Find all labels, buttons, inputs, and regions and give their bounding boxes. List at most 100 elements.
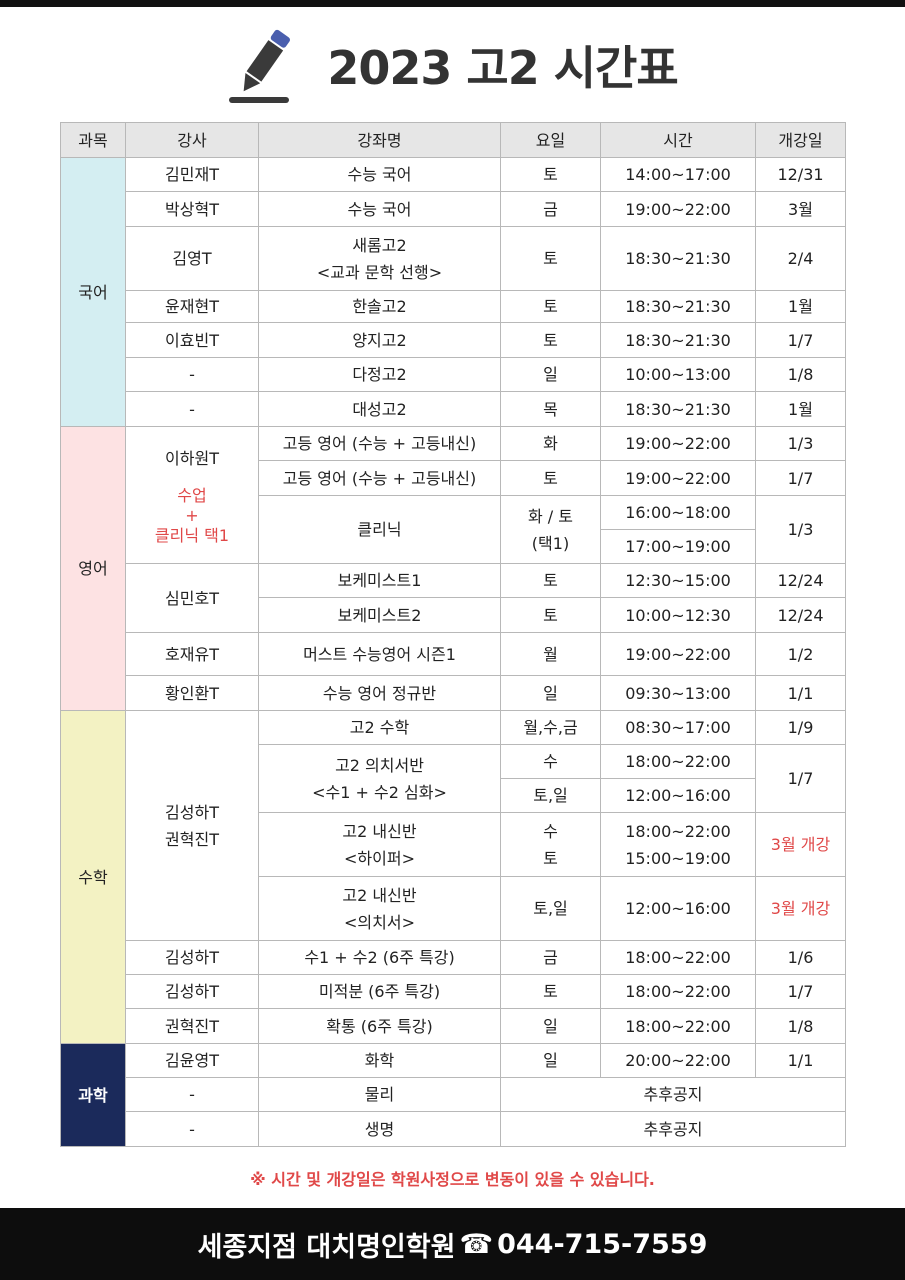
- cell-day: 토,일: [500, 778, 601, 813]
- cell-time: 17:00~19:00: [600, 529, 756, 564]
- cell-day: 토: [500, 157, 601, 192]
- cell-course: 수1 + 수2 (6주 특강): [258, 940, 501, 975]
- cell-start: 3월: [755, 191, 846, 227]
- cell-course: 확통 (6주 특강): [258, 1008, 501, 1044]
- cell-time: 08:30~17:00: [600, 710, 756, 745]
- pencil-icon: [229, 29, 291, 103]
- cell-time: 12:00~16:00: [600, 876, 756, 941]
- cell-teacher: 김민재T: [125, 157, 259, 192]
- subject-sci: 과학: [60, 1043, 126, 1147]
- table-row: - 생명 추후공지: [61, 1111, 846, 1147]
- table-row: 심민호T 보케미스트1 토 12:30~15:00 12/24: [61, 563, 846, 633]
- cell-teacher: 박상혁T: [125, 191, 259, 227]
- cell-day: 월: [500, 632, 601, 676]
- cell-time: 18:00~22:00: [600, 1008, 756, 1044]
- cell-time: 18:30~21:30: [600, 322, 756, 358]
- cell-day: 수: [500, 744, 601, 779]
- cell-day: 목: [500, 391, 601, 427]
- cell-time: 18:00~22:00: [600, 940, 756, 975]
- cell-course: 미적분 (6주 특강): [258, 974, 501, 1009]
- cell-day: 일: [500, 675, 601, 711]
- cell-course: 수능 영어 정규반: [258, 675, 501, 711]
- cell-time: 16:00~18:00: [600, 495, 756, 530]
- table-header-row: 과목 강사 강좌명 요일 시간 개강일: [60, 122, 846, 158]
- cell-start: 1/6: [755, 940, 846, 975]
- header-teacher: 강사: [125, 122, 259, 158]
- cell-teacher: 윤재현T: [125, 290, 259, 323]
- cell-day: 토: [500, 597, 601, 633]
- subject-math: 수학: [60, 710, 126, 1044]
- cell-course: 고2 수학: [258, 710, 501, 745]
- cell-start: 1/1: [755, 1043, 846, 1078]
- cell-course: 대성고2: [258, 391, 501, 427]
- cell-start: 12/24: [755, 597, 846, 633]
- cell-teacher: 호재유T: [125, 632, 259, 676]
- footer: 세종지점 대치명인학원 ☎ 044-715-7559: [0, 1208, 905, 1280]
- cell-day: 토: [500, 290, 601, 323]
- cell-day: 토: [500, 322, 601, 358]
- cell-teacher: 이하원T 수업 + 클리닉 택1: [125, 426, 259, 564]
- cell-time: 10:00~13:00: [600, 357, 756, 392]
- page-title: 2023 고2 시간표: [327, 41, 678, 95]
- cell-course: 보케미스트2: [258, 597, 501, 633]
- cell-day: 토: [500, 974, 601, 1009]
- cell-time: 12:30~15:00: [600, 563, 756, 598]
- cell-day: 화 / 토 (택1): [500, 495, 601, 564]
- cell-start: 12/24: [755, 563, 846, 598]
- cell-time: 18:00~22:00: [600, 974, 756, 1009]
- header-time: 시간: [600, 122, 756, 158]
- cell-time: 18:30~21:30: [600, 226, 756, 291]
- cell-start: 1/3: [755, 426, 846, 461]
- cell-day: 금: [500, 191, 601, 227]
- cell-teacher: -: [125, 1077, 259, 1112]
- header-subject: 과목: [60, 122, 126, 158]
- telephone-icon: ☎: [459, 1228, 494, 1260]
- subject-eng: 영어: [60, 426, 126, 711]
- table-row: 고등 영어 (수능 + 고등내신) 토 19:00~22:00 1/7: [61, 460, 846, 496]
- cell-time: 19:00~22:00: [600, 191, 756, 227]
- table-row: 고2 내신반 <하이퍼> 수 토 18:00~22:00 15:00~19:00 3월…: [61, 812, 846, 877]
- cell-course: 고등 영어 (수능 + 고등내신): [258, 426, 501, 461]
- cell-teacher: -: [125, 391, 259, 427]
- cell-teacher: 김성하T 권혁진T: [125, 710, 259, 941]
- header-day: 요일: [500, 122, 601, 158]
- table-row: 과학 김윤영T 화학 일 20:00~22:00 1/1: [60, 1043, 846, 1147]
- cell-teacher: 김성하T: [125, 974, 259, 1009]
- cell-start: 2/4: [755, 226, 846, 291]
- cell-course: 생명: [258, 1111, 501, 1147]
- table-row: 김영T 새롬고2 <교과 문학 선행> 토 18:30~21:30 2/4: [61, 226, 846, 291]
- cell-tbd: 추후공지: [500, 1077, 846, 1112]
- teacher-name: 이하원T: [165, 448, 219, 468]
- cell-start: 3월 개강: [755, 812, 846, 877]
- cell-teacher: 황인환T: [125, 675, 259, 711]
- cell-time: 10:00~12:30: [600, 597, 756, 633]
- cell-day: 일: [500, 1008, 601, 1044]
- cell-day: 일: [500, 357, 601, 392]
- cell-start: 1월: [755, 391, 846, 427]
- cell-course: 물리: [258, 1077, 501, 1112]
- header-course: 강좌명: [258, 122, 501, 158]
- cell-day: 일: [500, 1043, 601, 1078]
- phone-number: 044-715-7559: [497, 1228, 708, 1260]
- table-row: 영어 이하원T 수업 + 클리닉 택1 고등 영어 (수능 + 고등내신) 화 19:00…: [60, 426, 846, 711]
- cell-course: 보케미스트1: [258, 563, 501, 598]
- table-row: 보케미스트2 토 10:00~12:30 12/24: [61, 597, 846, 633]
- cell-time: 12:00~16:00: [600, 778, 756, 813]
- cell-course: 고2 내신반 <하이퍼>: [258, 812, 501, 877]
- cell-day: 월,수,금: [500, 710, 601, 745]
- cell-course: 머스트 수능영어 시즌1: [258, 632, 501, 676]
- cell-start: 12/31: [755, 157, 846, 192]
- eng-note: 수업 + 클리닉 택1: [154, 485, 230, 545]
- cell-course: 고2 의치서반 <수1 + 수2 심화>: [258, 744, 501, 813]
- table-row: 고2 의치서반 <수1 + 수2 심화> 수 18:00~22:00 1/7: [61, 744, 846, 813]
- timetable: 과목 강사 강좌명 요일 시간 개강일 국어 김민재T 수능 국어 토 14:00~17…: [60, 122, 846, 1147]
- cell-time: 20:00~22:00: [600, 1043, 756, 1078]
- table-row: 박상혁T 수능 국어 금 19:00~22:00 3월: [61, 191, 846, 227]
- table-row: - 물리 추후공지: [61, 1077, 846, 1112]
- cell-day: 토: [500, 563, 601, 598]
- cell-teacher: 김영T: [125, 226, 259, 291]
- table-row: 클리닉 화 / 토 (택1) 16:00~18:00 1/3: [61, 495, 846, 564]
- cell-time: 18:30~21:30: [600, 290, 756, 323]
- cell-time: 14:00~17:00: [600, 157, 756, 192]
- cell-day: 토,일: [500, 876, 601, 941]
